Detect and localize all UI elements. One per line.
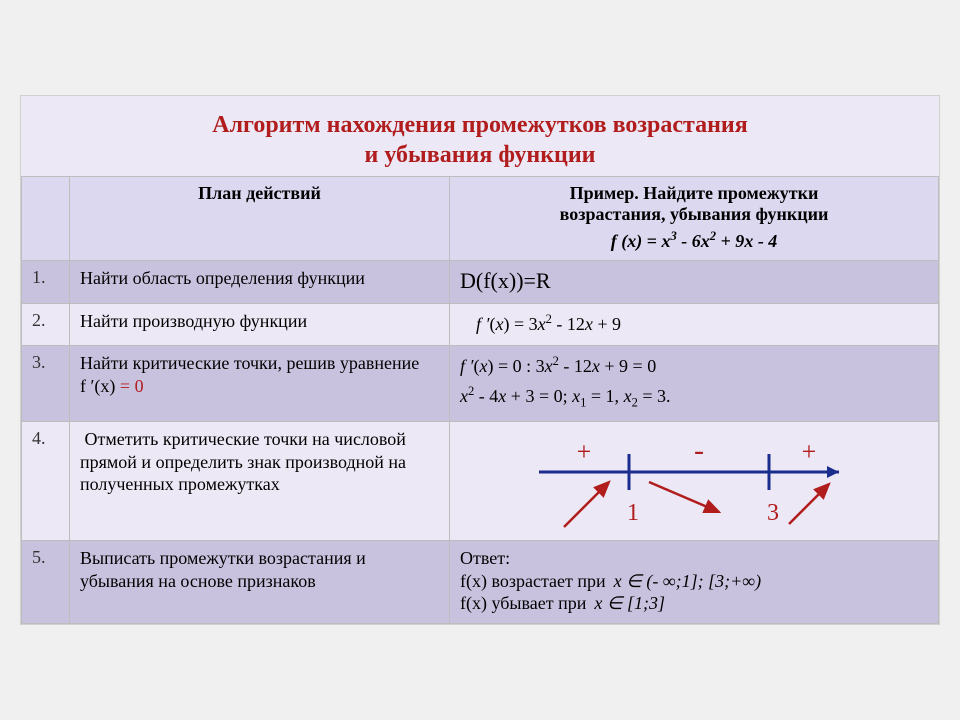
table-row: 3. Найти критические точки, решив уравне… [22,346,939,422]
crit-eq1: f ′(x) = 0 : 3x2 - 12x + 9 = 0 [460,354,928,378]
row-plan-l2: f ′(x) = 0 [80,376,144,396]
row-plan: Найти область определения функции [70,261,450,304]
sign-diagram-svg: + - + 1 3 [529,432,859,532]
table-row: 4. Отметить критические точки на числово… [22,422,939,541]
row-example: D(f(x))=R [450,261,939,304]
answer-increase: f(x) возрастает при x ∈ (- ∞;1]; [3;+∞) [460,570,928,593]
row-example: + - + 1 3 [450,422,939,541]
svg-text:3: 3 [767,500,779,526]
table-header-row: План действий Пример. Найдите промежутки… [22,177,939,261]
answer-label: Ответ: [460,547,928,570]
row-num: 2. [22,303,70,346]
table-row: 5. Выписать промежутки возрастания и убы… [22,541,939,624]
row-num: 5. [22,541,70,624]
answer-inc-interval: x ∈ (- ∞;1]; [3;+∞) [614,570,761,593]
row-plan-l1: Найти критические точки, решив уравнение [80,353,419,373]
table-row: 1. Найти область определения функции D(f… [22,261,939,304]
derivative-formula: f ′(x) = 3x2 - 12x + 9 [460,312,928,336]
page-title: Алгоритм нахождения промежутков возраста… [21,96,939,176]
row-num: 1. [22,261,70,304]
row-plan: Отметить критические точки на числовой п… [70,422,450,541]
header-plan: План действий [70,177,450,261]
row-example: f ′(x) = 0 : 3x2 - 12x + 9 = 0 x2 - 4x +… [450,346,939,422]
answer-inc-text: f(x) возрастает при [460,570,606,593]
row-plan: Выписать промежутки возрастания и убыван… [70,541,450,624]
svg-text:-: - [694,434,704,467]
crit-eq2: x2 - 4x + 3 = 0; x1 = 1, x2 = 3. [460,384,928,411]
header-formula: f (x) = x3 - 6x2 + 9x - 4 [460,229,928,252]
algorithm-table: План действий Пример. Найдите промежутки… [21,176,939,623]
table-row: 2. Найти производную функции f ′(x) = 3x… [22,303,939,346]
header-plan-text: План действий [80,183,439,204]
svg-text:+: + [802,437,817,466]
row-plan: Найти производную функции [70,303,450,346]
header-example: Пример. Найдите промежутки возрастания, … [450,177,939,261]
answer-decrease: f(x) убывает при x ∈ [1;3] [460,592,928,615]
header-example-l1: Пример. Найдите промежутки [570,183,819,203]
svg-text:+: + [577,437,592,466]
sign-diagram: + - + 1 3 [529,432,859,532]
row-example: f ′(x) = 3x2 - 12x + 9 [450,303,939,346]
row-plan-text: Отметить критические точки на числовой п… [80,429,406,494]
title-line-1: Алгоритм нахождения промежутков возраста… [212,112,748,138]
header-example-l2: возрастания, убывания функции [560,204,829,224]
slide: Алгоритм нахождения промежутков возраста… [20,95,940,624]
answer-dec-text: f(x) убывает при [460,592,586,615]
row-example: Ответ: f(x) возрастает при x ∈ (- ∞;1]; … [450,541,939,624]
svg-text:1: 1 [627,500,639,526]
row-num: 3. [22,346,70,422]
domain-text: D(f(x))=R [460,268,551,293]
header-num-blank [22,177,70,261]
row-num: 4. [22,422,70,541]
answer-dec-interval: x ∈ [1;3] [594,592,665,615]
row-plan: Найти критические точки, решив уравнение… [70,346,450,422]
title-line-2: и убывания функции [365,142,596,168]
